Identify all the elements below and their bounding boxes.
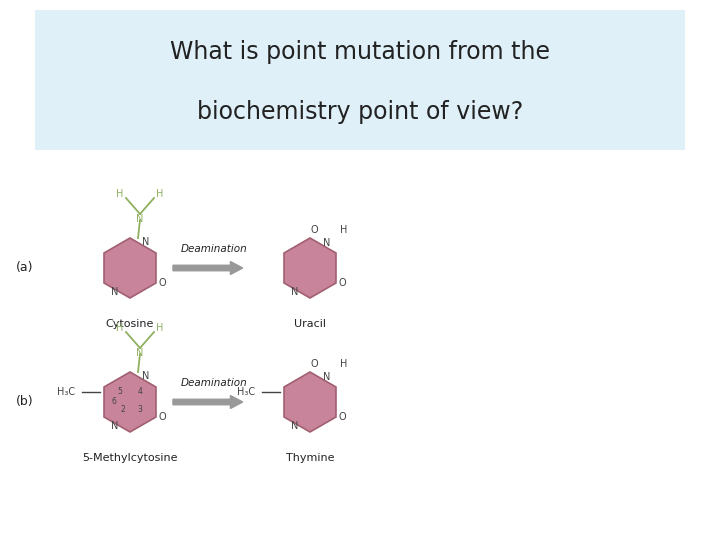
Text: O: O [310,225,318,235]
Text: N: N [323,238,330,248]
Text: N: N [142,371,149,381]
Text: (a): (a) [17,261,34,274]
Text: 3: 3 [138,404,143,414]
Text: What is point mutation from the: What is point mutation from the [170,40,550,64]
Text: H: H [117,323,124,333]
Text: H₃C: H₃C [57,387,75,397]
Text: O: O [158,412,166,422]
Text: 6: 6 [112,396,117,406]
Text: (b): (b) [16,395,34,408]
Text: O: O [338,278,346,288]
Text: O: O [310,359,318,369]
Text: N: N [136,214,144,224]
Text: 5-Methylcytosine: 5-Methylcytosine [82,453,178,463]
FancyArrow shape [173,395,243,408]
FancyBboxPatch shape [35,10,685,150]
Text: H: H [341,359,348,369]
Text: Deamination: Deamination [181,244,248,254]
Text: H: H [156,189,163,199]
Text: Thymine: Thymine [286,453,334,463]
Text: 5: 5 [117,388,122,396]
Text: Deamination: Deamination [181,378,248,388]
Text: 4: 4 [138,388,143,396]
FancyArrow shape [173,261,243,274]
Text: 2: 2 [121,404,125,414]
Polygon shape [104,372,156,432]
Text: Uracil: Uracil [294,319,326,329]
Text: N: N [136,348,144,358]
Text: biochemistry point of view?: biochemistry point of view? [197,100,523,124]
Polygon shape [104,238,156,298]
Text: Cytosine: Cytosine [106,319,154,329]
Text: N: N [291,287,298,297]
Text: N: N [323,372,330,382]
Text: N: N [142,237,149,247]
Text: H: H [156,323,163,333]
Text: H: H [341,225,348,235]
Text: N: N [111,421,118,431]
Text: N: N [291,421,298,431]
Text: H₃C: H₃C [237,387,255,397]
Text: H: H [117,189,124,199]
Text: O: O [158,278,166,288]
Polygon shape [284,238,336,298]
Text: O: O [338,412,346,422]
Text: N: N [111,287,118,297]
Polygon shape [284,372,336,432]
